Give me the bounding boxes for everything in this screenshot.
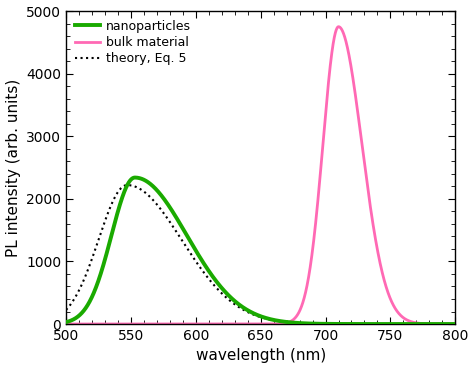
nanoparticles	[131, 176, 137, 180]
bulk material	[212, 322, 218, 326]
theory, Eq. 5	[403, 322, 409, 326]
nanoparticles	[452, 322, 458, 326]
theory, Eq. 5	[131, 184, 137, 188]
bulk material	[108, 322, 113, 326]
bulk material	[445, 322, 451, 326]
nanoparticles	[445, 322, 451, 326]
theory, Eq. 5	[445, 322, 451, 326]
Line: nanoparticles: nanoparticles	[66, 177, 455, 324]
Line: theory, Eq. 5: theory, Eq. 5	[66, 185, 455, 324]
Legend: nanoparticles, bulk material, theory, Eq. 5: nanoparticles, bulk material, theory, Eq…	[70, 15, 196, 70]
theory, Eq. 5	[452, 322, 458, 326]
bulk material	[229, 322, 235, 326]
nanoparticles	[403, 322, 409, 326]
theory, Eq. 5	[124, 183, 130, 187]
nanoparticles	[63, 320, 69, 324]
Line: bulk material: bulk material	[66, 27, 455, 324]
bulk material	[452, 322, 458, 326]
theory, Eq. 5	[213, 284, 219, 289]
bulk material	[63, 322, 69, 326]
X-axis label: wavelength (nm): wavelength (nm)	[196, 348, 326, 363]
theory, Eq. 5	[108, 204, 113, 209]
bulk material	[403, 317, 409, 321]
theory, Eq. 5	[63, 308, 69, 312]
Y-axis label: PL intensity (arb. units): PL intensity (arb. units)	[6, 79, 20, 257]
bulk material	[131, 322, 137, 326]
nanoparticles	[132, 175, 138, 180]
nanoparticles	[229, 297, 235, 301]
theory, Eq. 5	[229, 300, 235, 305]
nanoparticles	[108, 237, 113, 241]
bulk material	[336, 24, 341, 29]
nanoparticles	[213, 278, 219, 282]
